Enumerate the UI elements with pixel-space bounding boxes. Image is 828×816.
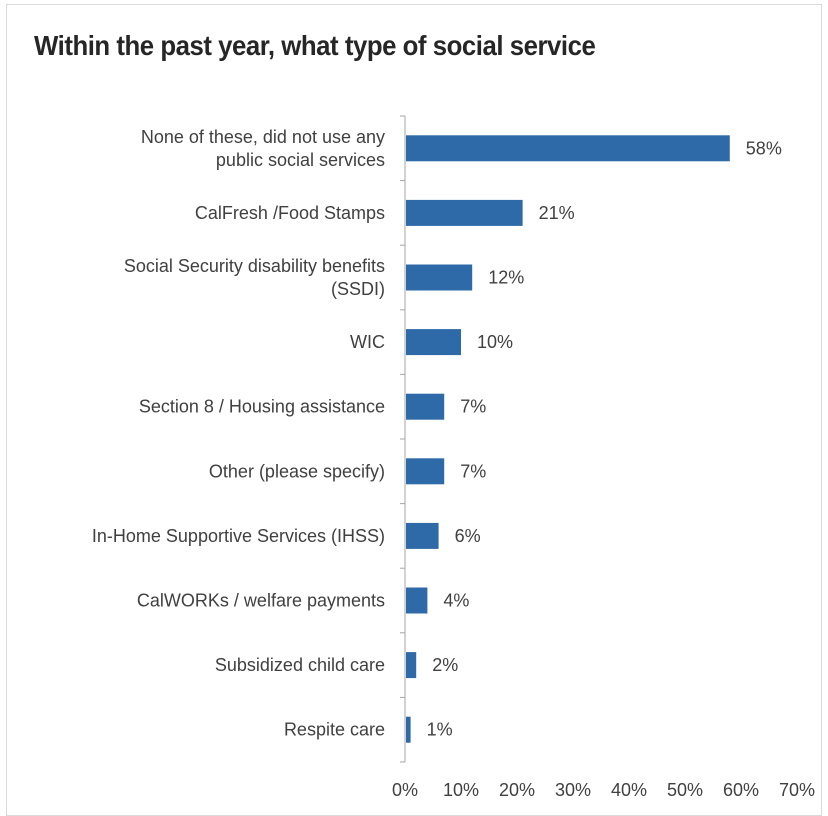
x-tick-label: 50% — [667, 780, 703, 800]
category-label: (SSDI) — [331, 279, 385, 299]
category-label: None of these, did not use any — [141, 127, 385, 147]
bar — [406, 587, 428, 614]
x-tick-label: 60% — [723, 780, 759, 800]
category-label: Section 8 / Housing assistance — [139, 397, 385, 417]
bar — [406, 458, 445, 485]
x-tick-label: 10% — [443, 780, 479, 800]
category-label: Subsidized child care — [215, 655, 385, 675]
category-label: Respite care — [284, 720, 385, 740]
bar — [406, 652, 417, 679]
data-label: 58% — [746, 138, 782, 158]
x-tick-label: 40% — [611, 780, 647, 800]
bar — [406, 264, 473, 291]
category-label: Other (please specify) — [209, 461, 385, 481]
data-label: 21% — [539, 203, 575, 223]
data-label: 2% — [432, 655, 458, 675]
data-label: 7% — [460, 461, 486, 481]
bar — [406, 199, 523, 226]
bar — [406, 135, 730, 162]
category-label: CalWORKs / welfare payments — [137, 591, 385, 611]
category-label: public social services — [216, 150, 385, 170]
data-label: 1% — [427, 720, 453, 740]
data-label: 12% — [488, 268, 524, 288]
category-label: WIC — [350, 332, 385, 352]
x-tick-label: 20% — [499, 780, 535, 800]
x-tick-label: 30% — [555, 780, 591, 800]
bar — [406, 522, 439, 549]
category-label: Social Security disability benefits — [124, 256, 385, 276]
x-tick-label: 0% — [392, 780, 418, 800]
data-label: 6% — [455, 526, 481, 546]
bar — [406, 329, 461, 356]
data-label: 10% — [477, 332, 513, 352]
chart-title: Within the past year, what type of socia… — [34, 30, 596, 61]
category-label: CalFresh /Food Stamps — [195, 203, 385, 223]
data-label: 7% — [460, 397, 486, 417]
category-label: In-Home Supportive Services (IHSS) — [92, 526, 385, 546]
bar — [406, 716, 411, 743]
x-tick-label: 70% — [779, 780, 815, 800]
bar — [406, 393, 445, 420]
data-label: 4% — [443, 591, 469, 611]
